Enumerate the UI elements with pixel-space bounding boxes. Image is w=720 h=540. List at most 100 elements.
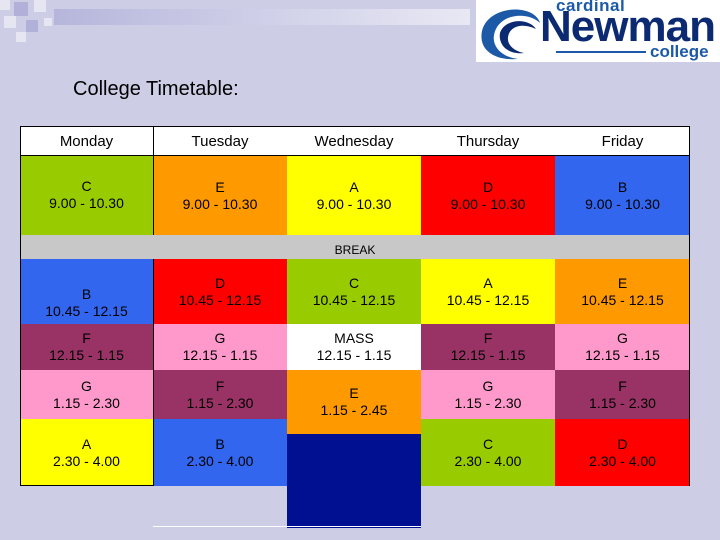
decor-square — [16, 32, 26, 42]
grid-line — [153, 126, 154, 235]
lesson-tuesday-p4: F 1.15 - 2.30 — [153, 370, 287, 419]
grid-line — [153, 259, 154, 486]
lesson-time: 2.30 - 4.00 — [186, 452, 254, 469]
lesson-tuesday-p3: G 12.15 - 1.15 — [153, 324, 287, 370]
lesson-time: 10.45 - 12.15 — [446, 291, 530, 308]
lesson-friday-p3: G 12.15 - 1.15 — [555, 324, 690, 370]
lesson-time: 9.00 - 10.30 — [49, 195, 124, 211]
grid-line — [20, 126, 690, 127]
lesson-friday-p2: E 10.45 - 12.15 — [555, 259, 690, 324]
logo-rule — [556, 51, 646, 53]
lesson-time: 1.15 - 2.30 — [186, 394, 254, 411]
lesson-code: B — [617, 178, 628, 195]
lesson-wednesday-p2: C 10.45 - 12.15 — [287, 259, 421, 324]
lesson-thursday-p1: D 9.00 - 10.30 — [421, 156, 555, 235]
lesson-friday-p1: B 9.00 - 10.30 — [555, 156, 690, 235]
lesson-time: 1.15 - 2.30 — [589, 394, 656, 411]
grid-line — [20, 485, 153, 486]
lesson-friday-p5: D 2.30 - 4.00 — [555, 419, 690, 486]
lesson-time: 10.45 - 12.15 — [581, 291, 664, 308]
lesson-friday-p4: F 1.15 - 2.30 — [555, 370, 690, 419]
lesson-time: 10.45 - 12.15 — [178, 291, 262, 308]
lesson-code: A — [81, 435, 92, 452]
lesson-code: C — [482, 435, 494, 452]
college-logo: cardinal Newman college — [476, 0, 720, 62]
logo-college-text: college — [650, 42, 709, 61]
lesson-code: E — [349, 385, 359, 401]
lesson-thursday-p2: A 10.45 - 12.15 — [421, 259, 555, 324]
logo-newman-text: Newman — [540, 2, 716, 51]
decor-square — [0, 0, 10, 10]
grid-line — [20, 126, 21, 486]
lesson-code: G — [214, 330, 226, 346]
lesson-code: D — [617, 435, 628, 452]
lesson-code: C — [81, 178, 92, 194]
lesson-code: B — [81, 286, 92, 302]
lesson-time: 9.00 - 10.30 — [182, 195, 258, 212]
lesson-code: D — [482, 178, 494, 195]
lesson-time: 12.15 - 1.15 — [450, 347, 526, 363]
page-title: College Timetable: — [73, 78, 239, 100]
lesson-time: 12.15 - 1.15 — [49, 347, 124, 363]
lesson-monday-p3: F 12.15 - 1.15 — [20, 324, 153, 370]
lesson-wednesday-p3: MASS 12.15 - 1.15 — [287, 324, 421, 370]
lesson-code: E — [215, 178, 225, 195]
lesson-thursday-p4: G 1.15 - 2.30 — [421, 370, 555, 419]
lesson-time: 10.45 - 12.15 — [312, 291, 396, 308]
decor-square — [26, 20, 38, 32]
swoosh-icon — [481, 9, 540, 60]
day-header-wednesday: Wednesday — [287, 126, 421, 156]
lesson-time: 1.15 - 2.45 — [320, 402, 388, 418]
wednesday-afternoon-block — [287, 434, 421, 528]
lesson-code: G — [617, 330, 628, 346]
decor-square — [14, 2, 28, 16]
lesson-tuesday-p5: B 2.30 - 4.00 — [153, 419, 287, 486]
decor-square — [44, 18, 52, 26]
lesson-time: 9.00 - 10.30 — [450, 195, 526, 212]
lesson-code: C — [348, 274, 360, 291]
lesson-code: MASS — [334, 330, 374, 346]
lesson-code: B — [215, 435, 225, 452]
decor-square — [34, 0, 46, 12]
day-header-monday: Monday — [20, 126, 153, 156]
lesson-time: 2.30 - 4.00 — [53, 452, 120, 469]
lesson-time: 2.30 - 4.00 — [454, 452, 522, 469]
lesson-time: 9.00 - 10.30 — [585, 195, 660, 212]
lesson-code: F — [618, 377, 627, 394]
decor-square — [4, 16, 16, 28]
lesson-thursday-p3: F 12.15 - 1.15 — [421, 324, 555, 370]
day-header-tuesday: Tuesday — [153, 126, 287, 156]
lesson-monday-p1: C 9.00 - 10.30 — [20, 156, 153, 235]
logo-cardinal-text: cardinal — [556, 0, 626, 15]
lesson-code: E — [617, 274, 628, 291]
grid-line — [689, 126, 690, 486]
day-header-friday: Friday — [555, 126, 690, 156]
lesson-code: F — [215, 377, 225, 394]
break-row: BREAK — [20, 235, 690, 259]
grid-line — [153, 526, 421, 527]
lesson-wednesday-p1: A 9.00 - 10.30 — [287, 156, 421, 235]
lesson-code: G — [81, 377, 92, 394]
grid-line — [20, 155, 690, 156]
lesson-time: 10.45 - 12.15 — [45, 303, 128, 319]
lesson-code: F — [483, 330, 493, 346]
lesson-time: 12.15 - 1.15 — [182, 347, 258, 363]
lesson-code: F — [82, 330, 91, 346]
lesson-time: 1.15 - 2.30 — [53, 394, 120, 411]
lesson-monday-p5: A 2.30 - 4.00 — [20, 419, 153, 486]
timetable: Monday Tuesday Wednesday Thursday Friday… — [20, 126, 690, 486]
break-label: BREAK — [334, 243, 376, 257]
lesson-wednesday-p4: E 1.15 - 2.45 — [287, 370, 421, 434]
lesson-thursday-p5: C 2.30 - 4.00 — [421, 419, 555, 486]
lesson-time: 12.15 - 1.15 — [585, 347, 660, 363]
lesson-code: G — [482, 377, 494, 394]
lesson-monday-p4: G 1.15 - 2.30 — [20, 370, 153, 419]
lesson-code: A — [483, 274, 493, 291]
lesson-code: A — [349, 178, 359, 195]
lesson-tuesday-p2: D 10.45 - 12.15 — [153, 259, 287, 324]
lesson-code: D — [214, 274, 226, 291]
lesson-time: 12.15 - 1.15 — [316, 347, 392, 363]
lesson-time: 1.15 - 2.30 — [454, 394, 522, 411]
lesson-time: 9.00 - 10.30 — [316, 195, 392, 212]
lesson-monday-p2: B 10.45 - 12.15 — [20, 259, 153, 324]
